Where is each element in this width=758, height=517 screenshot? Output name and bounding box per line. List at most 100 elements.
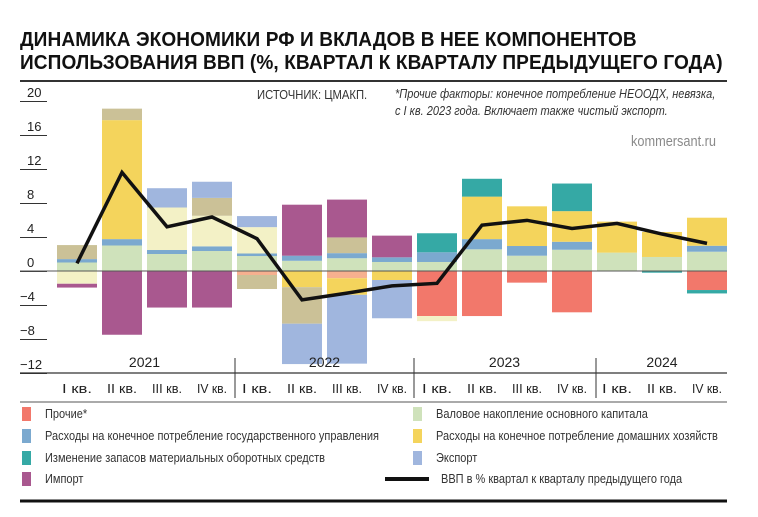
bar-segment-inventories — [687, 290, 727, 294]
quarter-label: III кв. — [152, 382, 182, 396]
bar-segment-imports — [282, 204, 322, 256]
legend-swatch-inventories — [22, 451, 31, 465]
quarter-label: II кв. — [647, 382, 677, 396]
bar-segment-khaki — [192, 197, 232, 216]
bar-segment-cream — [417, 316, 457, 322]
chart-title: ДИНАМИКА ЭКОНОМИКИ РФ И ВКЛАДОВ В НЕЕ КО… — [20, 28, 723, 74]
legend-label: Прочие* — [45, 407, 88, 421]
legend-swatch-other — [22, 407, 31, 421]
bar-segment-gov — [372, 257, 412, 262]
bar-segment-gfcf — [462, 249, 502, 271]
bar-segment-gfcf — [192, 251, 232, 271]
source-label: ИСТОЧНИК: ЦМАКП. — [257, 88, 368, 102]
quarter-label: II кв. — [467, 382, 497, 396]
bar-segment-imports — [57, 283, 97, 288]
bar-segment-gov — [687, 245, 727, 252]
y-tick-label: −12 — [20, 357, 42, 372]
bar-segment-peach — [327, 271, 367, 279]
quarter-label: IV кв. — [557, 382, 587, 396]
year-label: 2022 — [309, 354, 340, 370]
quarter-label: IV кв. — [197, 382, 227, 396]
bar-segment-gov — [192, 246, 232, 252]
bar-segment-other — [507, 271, 547, 283]
legend-item-exports: Экспорт — [413, 451, 483, 465]
footnote: *Прочие факторы: конечное потребление НЕ… — [395, 86, 715, 120]
bar-segment-households — [462, 196, 502, 240]
quarter-label: I кв. — [422, 382, 452, 396]
bar-segment-imports — [147, 271, 187, 308]
quarter-label: I кв. — [242, 382, 272, 396]
year-label: 2023 — [489, 354, 520, 370]
legend-swatch-gfcf — [413, 407, 422, 421]
legend-swatch-imports — [22, 472, 31, 486]
bar-segment-gfcf — [282, 260, 322, 271]
bar-segment-gfcf — [507, 255, 547, 271]
bar-segment-imports — [327, 199, 367, 238]
footnote-line-1: *Прочие факторы: конечное потребление НЕ… — [395, 87, 716, 101]
bar-segment-gov — [147, 250, 187, 254]
bar-segment-gfcf — [642, 256, 682, 271]
bar-segment-gfcf — [687, 251, 727, 271]
bar-segment-khaki — [57, 245, 97, 260]
bar-segment-gfcf — [327, 258, 367, 271]
legend-swatch-households — [413, 429, 422, 443]
bar-segment-households — [102, 120, 142, 240]
bar-segment-gov — [102, 239, 142, 246]
bar-segment-inventories — [552, 183, 592, 212]
legend-item-gfcf: Валовое накопление основного капитала — [413, 407, 677, 421]
top-rule — [20, 80, 727, 82]
bar-segment-imports — [372, 235, 412, 258]
bar-segment-imports — [192, 271, 232, 308]
quarter-label: II кв. — [107, 382, 137, 396]
legend-label: Экспорт — [436, 451, 478, 465]
bar-segment-khaki — [282, 287, 322, 324]
y-tick-label: 4 — [27, 221, 34, 236]
y-tick-label: 20 — [27, 85, 41, 100]
legend-item-inventories: Изменение запасов материальных оборотных… — [22, 451, 363, 465]
y-tick-label: 0 — [27, 255, 34, 270]
bar-segment-households — [372, 271, 412, 281]
bar-segment-other — [417, 271, 457, 317]
y-tick-label: 8 — [27, 187, 34, 202]
bar-segment-exports — [237, 216, 277, 228]
year-label: 2024 — [646, 354, 677, 370]
legend-label: Валовое накопление основного капитала — [436, 407, 648, 421]
bar-segment-khaki — [237, 274, 277, 290]
quarter-label: I кв. — [62, 382, 92, 396]
bar-segment-imports — [102, 271, 142, 335]
bar-segment-other — [552, 271, 592, 313]
bar-segment-exports — [192, 181, 232, 198]
bar-segment-gfcf — [417, 261, 457, 271]
bar-segment-gfcf — [57, 262, 97, 271]
year-label: 2021 — [129, 354, 160, 370]
bar-segment-cream — [57, 271, 97, 284]
gdp-line — [75, 169, 708, 302]
bar-segment-gfcf — [372, 261, 412, 271]
bar-segment-other — [687, 271, 727, 291]
quarter-label: IV кв. — [692, 382, 722, 396]
bar-segment-gov — [462, 239, 502, 250]
bar-segment-gfcf — [147, 254, 187, 271]
bar-segment-inventories — [417, 233, 457, 253]
bar-segment-other — [462, 271, 502, 317]
bar-segment-inventories — [462, 178, 502, 197]
legend-item-imports: Импорт — [22, 472, 89, 486]
bar-segment-exports — [327, 294, 367, 364]
bar-segment-exports — [282, 323, 322, 365]
quarter-label: I кв. — [602, 382, 632, 396]
bar-segment-exports — [147, 188, 187, 208]
chart-title-line-2: ИСПОЛЬЗОВАНИЯ ВВП (%, КВАРТАЛ К КВАРТАЛУ… — [20, 51, 723, 74]
quarter-label: II кв. — [287, 382, 317, 396]
quarter-label: IV кв. — [377, 382, 407, 396]
legend-label: Импорт — [45, 472, 84, 486]
legend-label: Расходы на конечное потребление государс… — [45, 429, 379, 443]
bar-segment-gfcf — [552, 249, 592, 271]
brand-watermark: kommersant.ru — [631, 133, 717, 150]
bar-segment-khaki — [327, 237, 367, 254]
bar-segment-khaki — [102, 108, 142, 121]
bar-segment-gov — [552, 241, 592, 250]
legend-item-other: Прочие* — [22, 407, 93, 421]
legend-swatch-gov — [22, 429, 31, 443]
y-tick-label: 16 — [27, 119, 41, 134]
bar-segment-gfcf — [237, 256, 277, 271]
